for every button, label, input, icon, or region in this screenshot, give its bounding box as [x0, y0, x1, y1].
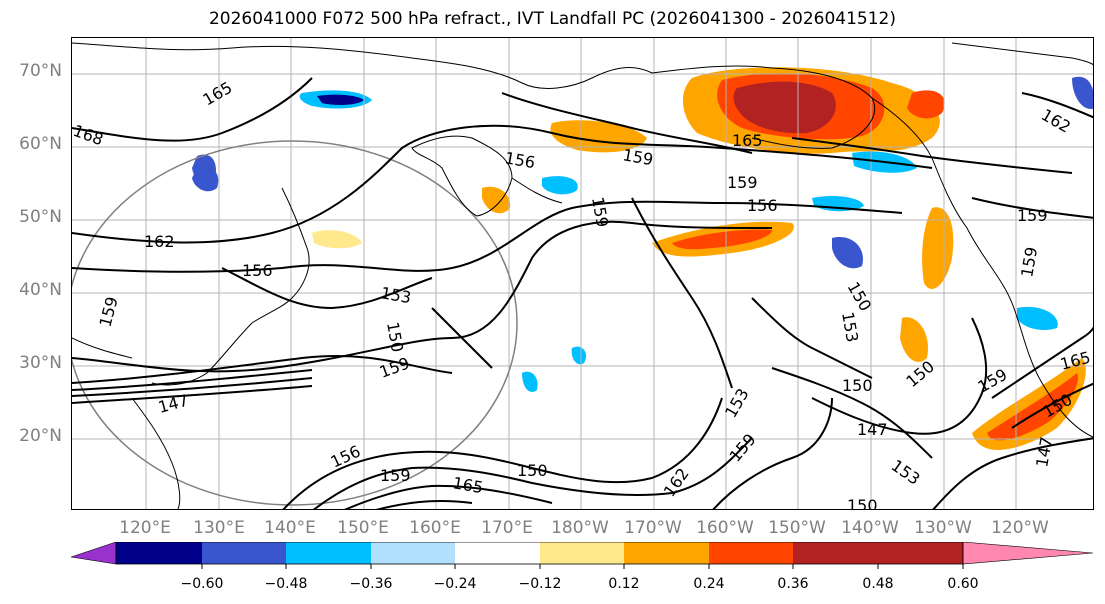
colorbar-tick-label: 0.12 — [608, 576, 640, 592]
contour-label: 153 — [838, 310, 862, 343]
contour-label: 162 — [1038, 105, 1074, 137]
contour-label: 147 — [1032, 435, 1056, 468]
colorbar-tick-label: 0.24 — [693, 576, 725, 592]
colorbar-segment — [371, 542, 455, 564]
shade-positive-east — [907, 90, 945, 119]
colorbar-tick-label: −0.60 — [180, 576, 224, 592]
shading-layer — [192, 67, 1093, 450]
lon-label-170e: 170°E — [481, 518, 533, 538]
contour-label: 162 — [144, 232, 175, 251]
colorbar-ticks — [201, 564, 964, 569]
colorbar-tick-label: 0.48 — [862, 576, 894, 592]
lon-label-160e: 160°E — [409, 518, 461, 538]
contour-label: 159 — [621, 145, 654, 169]
colorbar-tick-label: −0.48 — [264, 576, 308, 592]
map-canvas: 165 168 162 156 153 150 159 147 156 159 … — [72, 38, 1093, 510]
contour-label: 150 — [847, 496, 878, 510]
coastlines — [72, 42, 1093, 509]
shade-positive-alaska-max — [733, 81, 836, 134]
lat-label-70n: 70°N — [19, 61, 62, 81]
contour-label: 162 — [660, 464, 693, 500]
lat-label-40n: 40°N — [19, 280, 62, 300]
lon-label-160w: 160°W — [696, 518, 754, 538]
contour-label: 159 — [1017, 206, 1048, 225]
colorbar-segment — [202, 542, 286, 564]
lon-label-120e: 120°E — [119, 518, 171, 538]
shade-negative-siberia-core — [317, 94, 364, 105]
colorbar-segment — [455, 542, 540, 564]
lon-label-180w: 180°W — [551, 518, 609, 538]
contour-label-layer: 165 168 162 156 153 150 159 147 156 159 … — [72, 78, 1093, 510]
colorbar-min-extension — [70, 542, 117, 565]
shade-negative-central — [832, 237, 863, 269]
shade-positive-coast — [922, 207, 954, 289]
contour-label: 156 — [503, 148, 536, 172]
lon-label-130w: 130°W — [914, 518, 972, 538]
colorbar-segment — [624, 542, 709, 564]
colorbar-segment — [540, 542, 624, 564]
shade-positive-baja-core — [987, 373, 1078, 441]
colorbar-tick-label: 0.60 — [947, 576, 979, 592]
colorbar-segment — [116, 542, 202, 564]
contour-label: 153 — [888, 456, 924, 489]
shade-positive-gulf-core — [672, 229, 772, 250]
lat-label-30n: 30°N — [19, 353, 62, 373]
colorbar-tick-label: −0.36 — [349, 576, 393, 592]
colorbar-tick-label: −0.24 — [433, 576, 477, 592]
colorbar-tick-label: 0.36 — [777, 576, 809, 592]
contour-label: 159 — [727, 173, 758, 192]
lat-label-50n: 50°N — [19, 207, 62, 227]
colorbar-tick-label: −0.12 — [518, 576, 562, 592]
target-circle — [72, 140, 518, 506]
contour-label: 159 — [380, 466, 411, 485]
lon-label-170w: 170°W — [624, 518, 682, 538]
shade-negative-kamchatka-east — [542, 176, 578, 195]
contour-label: 150 — [902, 357, 938, 391]
lat-label-20n: 20°N — [19, 426, 62, 446]
lon-label-140e: 140°E — [264, 518, 316, 538]
map-panel: 165 168 162 156 153 150 159 147 156 159 … — [71, 37, 1094, 510]
contour-label: 165 — [200, 78, 236, 110]
lon-label-150e: 150°E — [337, 518, 389, 538]
colorbar-segment — [793, 542, 878, 564]
contour-label: 165 — [732, 131, 763, 150]
contour-label: 159 — [1017, 245, 1041, 278]
lon-label-140w: 140°W — [841, 518, 899, 538]
lon-label-150w: 150°W — [768, 518, 826, 538]
colorbar-segment — [286, 542, 371, 564]
colorbar-segment — [709, 542, 793, 564]
lon-label-130e: 130°E — [193, 518, 245, 538]
contour-label: 168 — [72, 121, 106, 149]
graticule — [72, 38, 1093, 509]
shade-negative-pacific — [522, 371, 538, 393]
contour-label: 156 — [242, 261, 273, 280]
contour-label: 159 — [377, 353, 412, 381]
shade-negative-pacific-2 — [571, 346, 587, 365]
lon-label-120w: 120°W — [991, 518, 1049, 538]
shade-positive-ca — [900, 317, 928, 362]
contour-label: 156 — [747, 196, 778, 215]
contour-label: 150 — [383, 320, 407, 353]
shade-positive-kamchatka — [482, 186, 511, 214]
shade-negative-mongolia — [192, 154, 217, 186]
shade-negative-canada — [1072, 76, 1093, 109]
contour-label: 159 — [96, 295, 122, 329]
colorbar-segment — [878, 542, 963, 564]
contour-label: 150 — [517, 461, 548, 480]
lat-label-60n: 60°N — [19, 134, 62, 154]
contour-label: 147 — [156, 391, 190, 417]
map-title: 2026041000 F072 500 hPa refract., IVT La… — [208, 9, 896, 29]
contour-label: 147 — [857, 420, 888, 439]
contour-label: 159 — [975, 365, 1011, 397]
colorbar — [70, 542, 1094, 569]
contour-label: 153 — [379, 283, 412, 307]
shade-positive-japan — [312, 230, 362, 249]
contour-label: 165 — [451, 473, 484, 497]
contour-label: 150 — [842, 376, 873, 395]
colorbar-max-extension — [962, 542, 1094, 565]
contour-lines — [72, 77, 1093, 509]
shade-negative-north-america — [1017, 306, 1058, 330]
